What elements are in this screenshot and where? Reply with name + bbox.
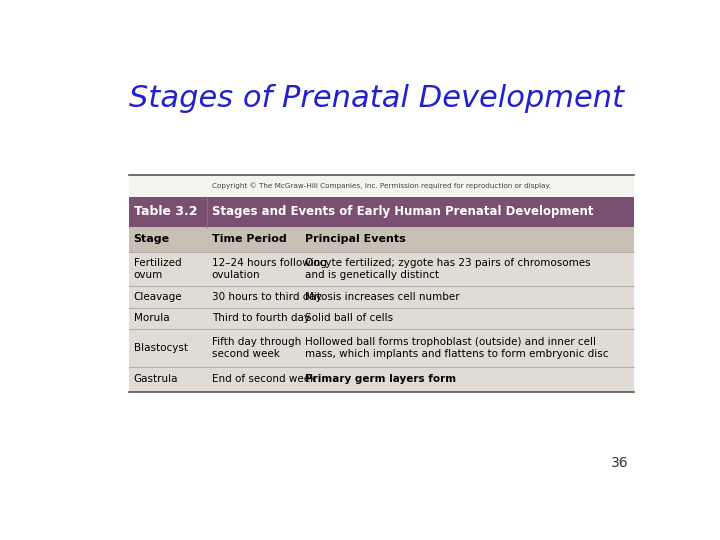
Bar bbox=[129, 252, 634, 286]
Text: Copyright © The McGraw-Hill Companies, Inc. Permission required for reproduction: Copyright © The McGraw-Hill Companies, I… bbox=[212, 183, 551, 189]
Bar bbox=[129, 227, 634, 252]
Text: Table 3.2: Table 3.2 bbox=[133, 205, 197, 218]
Text: Stages and Events of Early Human Prenatal Development: Stages and Events of Early Human Prenata… bbox=[212, 205, 593, 218]
Text: Time Period: Time Period bbox=[212, 234, 287, 245]
Text: Stages of Prenatal Development: Stages of Prenatal Development bbox=[129, 84, 624, 112]
Text: Primary germ layers form: Primary germ layers form bbox=[305, 374, 456, 384]
Text: Principal Events: Principal Events bbox=[305, 234, 406, 245]
Text: Solid ball of cells: Solid ball of cells bbox=[305, 313, 393, 323]
Bar bbox=[129, 197, 634, 227]
Text: Oocyte fertilized; zygote has 23 pairs of chromosomes
and is genetically distinc: Oocyte fertilized; zygote has 23 pairs o… bbox=[305, 258, 591, 280]
Text: End of second week: End of second week bbox=[212, 374, 316, 384]
Text: Blastocyst: Blastocyst bbox=[133, 343, 187, 353]
Text: Mitosis increases cell number: Mitosis increases cell number bbox=[305, 292, 460, 302]
Text: 36: 36 bbox=[611, 456, 629, 470]
Bar bbox=[129, 367, 634, 392]
Text: 12–24 hours following
ovulation: 12–24 hours following ovulation bbox=[212, 258, 327, 280]
Text: Stage: Stage bbox=[133, 234, 170, 245]
Bar bbox=[129, 329, 634, 367]
Bar bbox=[129, 308, 634, 329]
Text: Fifth day through
second week: Fifth day through second week bbox=[212, 337, 301, 359]
Text: Morula: Morula bbox=[133, 313, 169, 323]
Text: Hollowed ball forms trophoblast (outside) and inner cell
mass, which implants an: Hollowed ball forms trophoblast (outside… bbox=[305, 337, 608, 359]
Text: Fertilized
ovum: Fertilized ovum bbox=[133, 258, 181, 280]
Text: 30 hours to third day: 30 hours to third day bbox=[212, 292, 322, 302]
Bar bbox=[129, 175, 634, 197]
Text: Cleavage: Cleavage bbox=[133, 292, 182, 302]
Text: Third to fourth day: Third to fourth day bbox=[212, 313, 310, 323]
Text: Gastrula: Gastrula bbox=[133, 374, 178, 384]
Bar bbox=[129, 286, 634, 308]
